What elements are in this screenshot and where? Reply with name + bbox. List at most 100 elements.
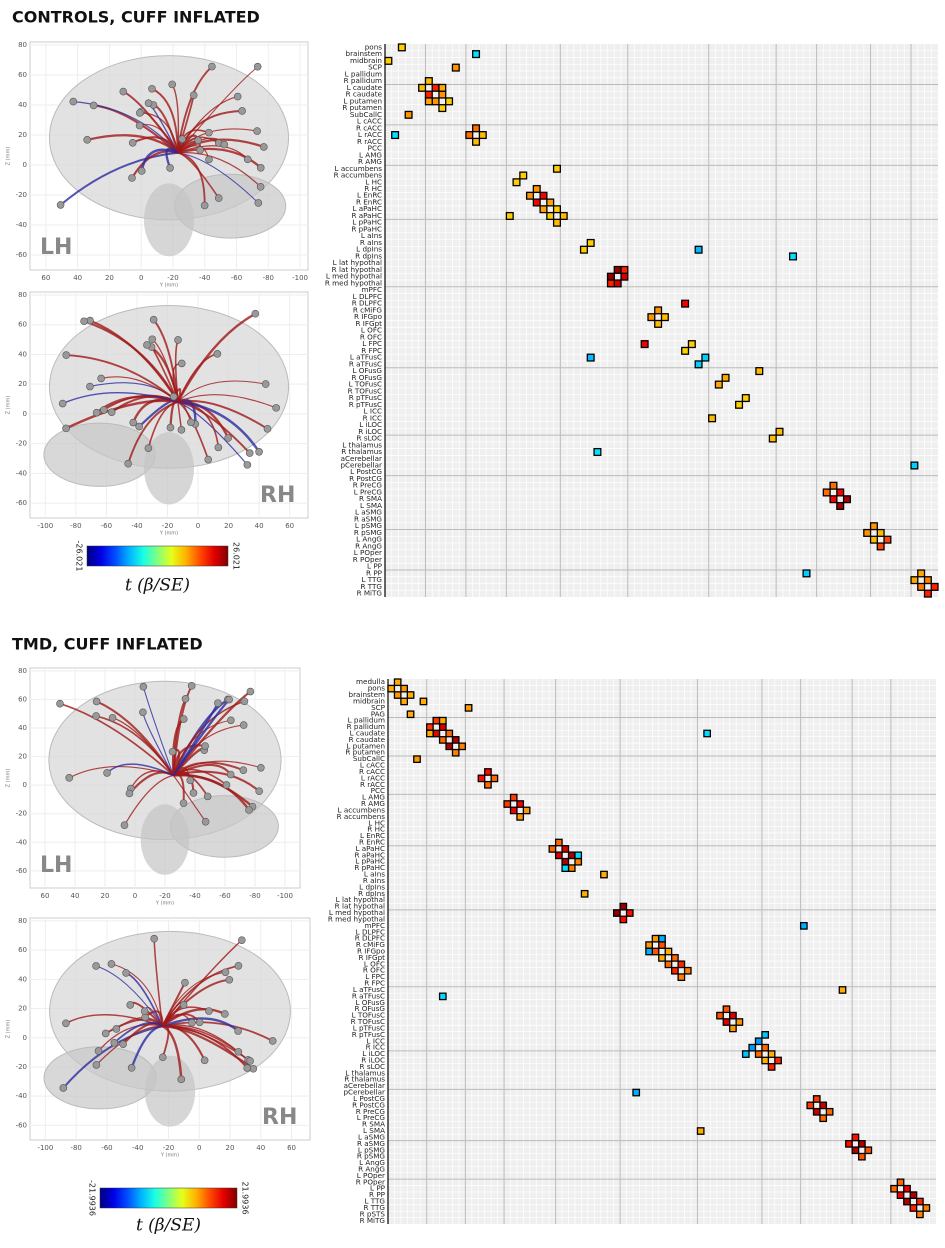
node bbox=[108, 713, 117, 722]
matrix-cell bbox=[552, 205, 561, 214]
region-label: R rACC bbox=[360, 780, 385, 789]
node bbox=[135, 121, 144, 130]
matrix-cell bbox=[774, 1056, 782, 1065]
region-label: R lat hypothal bbox=[332, 265, 382, 274]
node bbox=[261, 380, 270, 388]
region-label: L PP bbox=[370, 1184, 386, 1193]
node bbox=[214, 443, 223, 452]
matrix-cell bbox=[445, 97, 454, 106]
region-label: L DLPFC bbox=[356, 927, 385, 936]
matrix-cell bbox=[539, 205, 548, 214]
node bbox=[126, 1001, 135, 1009]
region-label: R EnRC bbox=[359, 838, 385, 847]
region-label: L DLPFC bbox=[353, 292, 382, 301]
region-label: L HC bbox=[365, 177, 382, 186]
node bbox=[208, 62, 216, 71]
region-label: L FPC bbox=[362, 339, 382, 348]
connection bbox=[177, 66, 259, 154]
brainstem-shape bbox=[140, 804, 190, 875]
region-label: R AngG bbox=[358, 1165, 385, 1174]
node bbox=[166, 423, 175, 432]
node bbox=[205, 128, 213, 137]
region-label: pCerebellar bbox=[343, 1088, 385, 1097]
matrix-cell bbox=[903, 1197, 911, 1206]
region-label: aCerebellar bbox=[341, 454, 382, 463]
region-label: R cMiFG bbox=[356, 940, 385, 949]
node bbox=[101, 1029, 110, 1038]
node bbox=[168, 80, 177, 89]
node bbox=[65, 774, 74, 782]
connection bbox=[111, 963, 163, 1027]
y-tick-label: 20 bbox=[18, 131, 27, 139]
matrix-cell bbox=[387, 684, 396, 693]
node bbox=[92, 1061, 101, 1069]
node bbox=[135, 422, 143, 431]
node bbox=[220, 140, 229, 149]
matrix-cell bbox=[424, 90, 433, 99]
matrix-cell bbox=[917, 569, 926, 578]
connection bbox=[162, 1025, 248, 1069]
x-tick-label: -100 bbox=[277, 892, 293, 900]
node bbox=[227, 716, 235, 725]
region-label: L HC bbox=[368, 818, 385, 827]
x-tick-label: -80 bbox=[70, 522, 81, 530]
y-tick-label: 80 bbox=[18, 667, 27, 675]
matrix-cell bbox=[910, 576, 919, 585]
node bbox=[107, 960, 116, 968]
matrix-cell bbox=[432, 716, 441, 725]
region-label: L aIns bbox=[364, 870, 385, 879]
node bbox=[246, 687, 255, 696]
node bbox=[225, 975, 234, 984]
region-label: R HC bbox=[364, 184, 382, 193]
matrix-cell bbox=[729, 1011, 737, 1020]
matrix-cell bbox=[869, 535, 878, 544]
matrix-cell bbox=[651, 934, 660, 943]
region-label: R pSMG bbox=[354, 528, 382, 537]
node bbox=[234, 961, 243, 970]
y-tick-label: 60 bbox=[18, 321, 27, 329]
matrix-cell bbox=[393, 678, 402, 687]
matrix-cell bbox=[384, 56, 393, 65]
matrix-cell bbox=[851, 1146, 860, 1155]
region-label: R pallidum bbox=[347, 722, 385, 731]
node bbox=[238, 107, 246, 115]
connection bbox=[172, 698, 230, 777]
hemisphere-label: LH bbox=[40, 853, 72, 878]
matrix-cell bbox=[916, 1197, 924, 1206]
connection bbox=[98, 1024, 163, 1052]
matrix-cell bbox=[619, 902, 628, 911]
matrix-cell bbox=[910, 461, 919, 470]
x-tick-label: 0 bbox=[139, 274, 143, 282]
matrix-cell bbox=[620, 272, 629, 281]
colorbar-min: -26.021 bbox=[75, 541, 84, 572]
node bbox=[234, 1047, 243, 1056]
region-label: L OFusG bbox=[355, 998, 385, 1007]
matrix-cell bbox=[613, 279, 622, 288]
matrix-cell bbox=[567, 864, 576, 873]
region-label: L AMG bbox=[362, 793, 385, 802]
region-label: R pallidum bbox=[344, 76, 382, 85]
region-label: L putamen bbox=[346, 741, 385, 750]
region-label: L rACC bbox=[361, 773, 385, 782]
region-label: L OFC bbox=[364, 959, 385, 968]
matrix-cell bbox=[579, 245, 588, 254]
matrix-cell bbox=[825, 1107, 834, 1116]
matrix-cell bbox=[464, 703, 473, 712]
region-label: R pTFusC bbox=[349, 400, 382, 409]
matrix-bg bbox=[388, 679, 936, 1224]
region-label: midbrain bbox=[353, 696, 385, 705]
matrix-cell bbox=[426, 729, 434, 738]
matrix-cell bbox=[424, 97, 433, 106]
y-tick-label: 0 bbox=[23, 781, 27, 789]
region-label: SCP bbox=[368, 63, 383, 72]
x-tick-label: 40 bbox=[255, 522, 264, 530]
matrix-cell bbox=[694, 360, 703, 369]
region-label: L PreCG bbox=[354, 487, 382, 496]
y-tick-label: 80 bbox=[18, 917, 27, 925]
node bbox=[92, 712, 100, 720]
matrix-cell bbox=[903, 1184, 911, 1193]
node bbox=[239, 766, 248, 774]
region-label: R TOFusC bbox=[351, 1017, 385, 1026]
